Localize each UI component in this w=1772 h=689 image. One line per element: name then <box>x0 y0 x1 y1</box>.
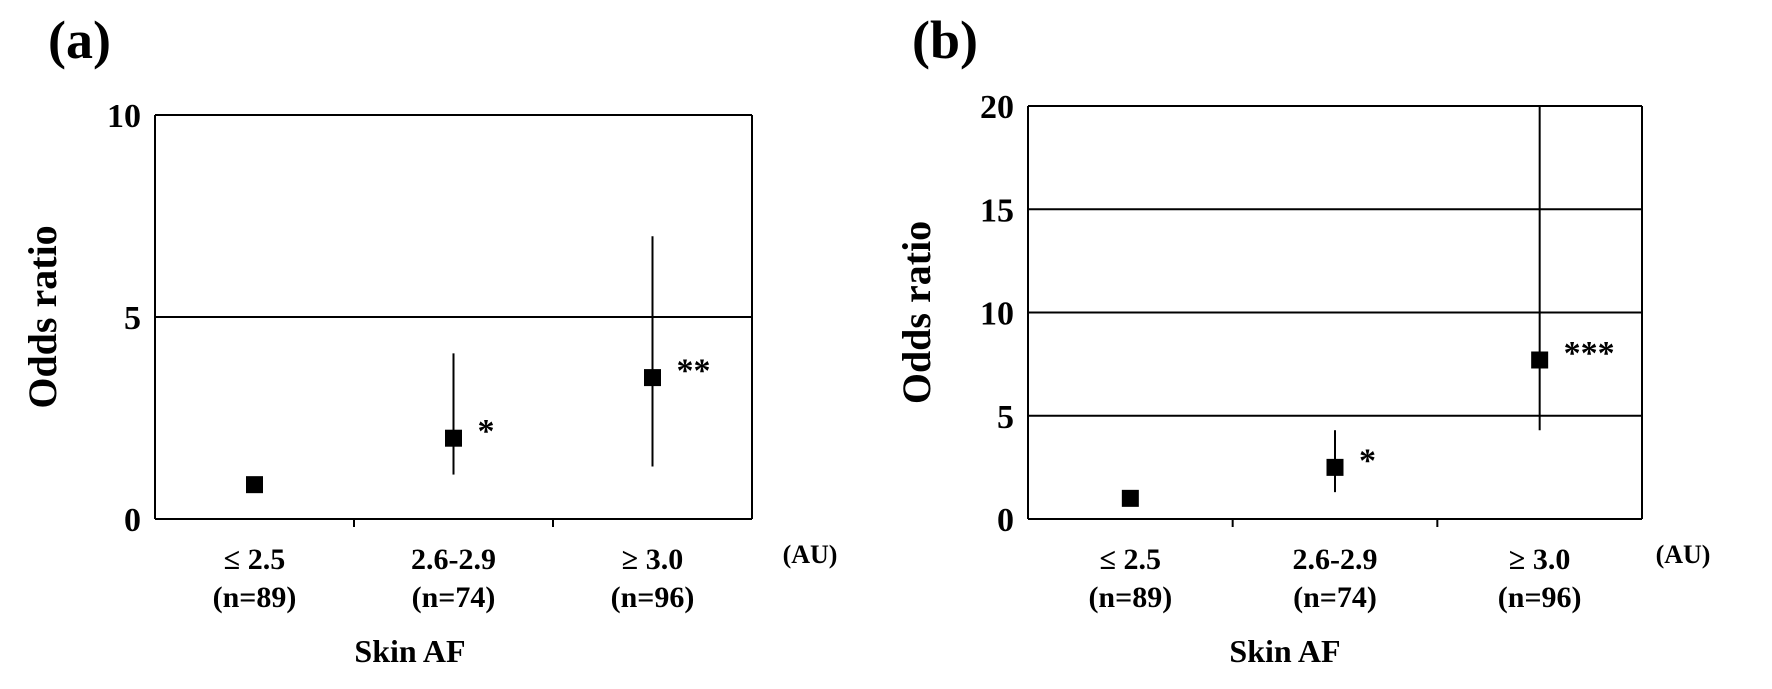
significance-marker: * <box>1359 442 1376 479</box>
data-point <box>1121 489 1139 507</box>
x-category-count: (n=74) <box>412 581 496 614</box>
x-category-count: (n=89) <box>1088 581 1172 614</box>
x-category-count: (n=74) <box>1293 581 1377 614</box>
data-point <box>1326 458 1344 476</box>
data-point <box>246 476 263 494</box>
data-point <box>644 369 661 387</box>
y-tick-label: 20 <box>980 89 1014 126</box>
y-tick-label: 15 <box>980 192 1014 229</box>
y-tick-label: 0 <box>997 502 1014 539</box>
y-tick-label: 5 <box>997 399 1014 436</box>
data-point <box>445 429 462 447</box>
x-category-label: ≥ 3.0 <box>622 543 683 576</box>
x-axis-label: Skin AF <box>1229 633 1340 669</box>
y-axis-label: Odds ratio <box>20 225 65 408</box>
panel-a: (a) 0 5 10 Odds ratio ≤ 2.5 (n=89) 2.6-2.9 (n=74… <box>20 10 837 669</box>
data-point <box>1531 351 1549 369</box>
x-category-label: 2.6-2.9 <box>411 543 496 576</box>
y-tick-label: 10 <box>107 98 141 135</box>
y-tick-label: 10 <box>980 296 1014 333</box>
x-category-label: ≥ 3.0 <box>1509 543 1570 576</box>
significance-marker: ** <box>677 353 711 390</box>
x-category-count: (n=89) <box>213 581 297 614</box>
y-tick-label: 0 <box>124 502 141 539</box>
y-tick-label: 5 <box>124 300 141 337</box>
panel-b: (b) 0 5 10 15 20 Odds ratio ≤ 2.5 (n=89) 2.6-2.9 (… <box>894 10 1710 669</box>
x-category-count: (n=96) <box>611 581 695 614</box>
x-category-label: ≤ 2.5 <box>1100 543 1161 576</box>
x-category-label: ≤ 2.5 <box>224 543 285 576</box>
significance-marker: *** <box>1564 335 1615 372</box>
panel-label: (b) <box>912 10 978 70</box>
x-axis-label: Skin AF <box>354 633 465 669</box>
x-category-count: (n=96) <box>1498 581 1582 614</box>
panel-label: (a) <box>48 10 111 70</box>
unit-label: (AU) <box>1656 540 1711 569</box>
unit-label: (AU) <box>783 540 838 569</box>
significance-marker: * <box>478 413 495 450</box>
y-axis-label: Odds ratio <box>894 221 939 404</box>
x-category-label: 2.6-2.9 <box>1293 543 1378 576</box>
